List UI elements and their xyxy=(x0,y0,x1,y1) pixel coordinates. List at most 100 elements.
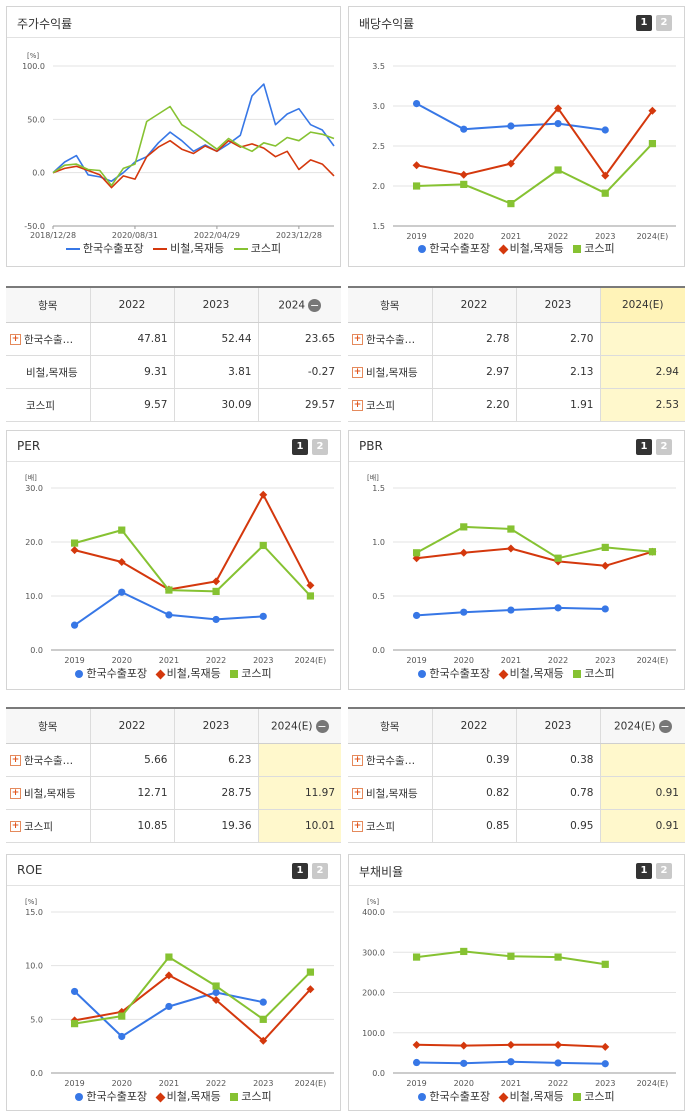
data-point xyxy=(460,125,468,133)
header-year: 2023 xyxy=(515,707,600,744)
legend-item[interactable]: 코스피 xyxy=(573,1088,615,1104)
row-label[interactable]: + 한국수출… xyxy=(6,743,90,777)
row-label[interactable]: + 한국수출… xyxy=(348,743,432,777)
page-2-button[interactable]: 2 xyxy=(312,863,328,879)
collapse-minus-icon[interactable]: − xyxy=(315,719,329,733)
row-label[interactable]: + 코스피 xyxy=(348,809,432,843)
data-point xyxy=(118,1032,126,1041)
row-label[interactable]: + 한국수출… xyxy=(348,322,432,356)
legend-item[interactable]: 한국수출포장 xyxy=(418,665,490,681)
data-point xyxy=(601,561,610,570)
expand-plus-icon[interactable]: + xyxy=(352,334,363,345)
x-tick-label: 2022/04/29 xyxy=(194,231,240,240)
x-tick-label: 2023 xyxy=(595,1079,615,1088)
page-1-button[interactable]: 1 xyxy=(636,439,652,455)
legend-item[interactable]: 한국수출포장 xyxy=(418,240,490,256)
expand-plus-icon[interactable]: + xyxy=(352,821,363,832)
expand-plus-icon[interactable]: + xyxy=(10,821,21,832)
page-1-button[interactable]: 1 xyxy=(292,439,308,455)
legend: 한국수출포장 비철,목재등 코스피 xyxy=(349,1088,684,1104)
data-point xyxy=(259,541,267,550)
axis-unit-label: [%] xyxy=(25,898,37,906)
legend-square-green-icon xyxy=(573,1093,582,1101)
legend-item[interactable]: 한국수출포장 xyxy=(418,1088,490,1104)
expand-plus-icon[interactable]: + xyxy=(352,367,363,378)
data-point xyxy=(554,554,562,562)
collapse-minus-icon[interactable]: − xyxy=(308,298,322,312)
table-header-row: 항목 2022 2023 2024(E) − xyxy=(6,707,341,744)
legend-item[interactable]: 비철,목재등 xyxy=(155,665,221,681)
debt-ratio-chart: [%] 400.0 300.0 200.0 100.0 0.0 2019 2020 2021 20… xyxy=(362,898,676,1088)
stock-return-panel: 주가수익률 [%] 100.0 50.0 0.0 -50.0 2018/12/28 2020… xyxy=(6,6,341,267)
series-line xyxy=(416,525,653,560)
expand-plus-icon[interactable]: + xyxy=(352,755,363,766)
legend-item[interactable]: 코스피 xyxy=(233,240,281,256)
row-label[interactable]: + 코스피 xyxy=(6,809,90,843)
panel-header: ROE 1 2 xyxy=(7,855,340,886)
legend-square-green-icon xyxy=(230,1093,239,1101)
expand-plus-icon[interactable]: + xyxy=(10,755,21,766)
page-2-button[interactable]: 2 xyxy=(312,439,328,455)
data-point xyxy=(601,1060,609,1068)
header-item: 항목 xyxy=(6,707,90,744)
table-cell: 0.38 xyxy=(515,743,600,777)
legend-item[interactable]: 코스피 xyxy=(573,240,615,256)
legend-item[interactable]: 비철,목재등 xyxy=(498,1088,564,1104)
data-point xyxy=(306,968,315,976)
data-point xyxy=(460,608,468,616)
header-year: 2024− xyxy=(257,286,341,323)
header-year: 2022 xyxy=(89,286,174,323)
row-label[interactable]: + 비철,목재등 xyxy=(348,776,432,810)
row-label[interactable]: + 한국수출… xyxy=(6,322,90,356)
expand-plus-icon[interactable]: + xyxy=(352,400,363,411)
data-point xyxy=(118,526,126,534)
page-1-button[interactable]: 1 xyxy=(636,863,652,879)
legend-item[interactable]: 한국수출포장 xyxy=(65,240,144,256)
legend: 한국수출포장 비철,목재등 코스피 xyxy=(7,240,340,256)
legend-item[interactable]: 코스피 xyxy=(573,665,615,681)
table-cell: 0.39 xyxy=(431,743,516,777)
roe-chart: [%] 15.0 10.0 5.0 0.0 2019 2020 2021 2022 2023 202… xyxy=(25,898,334,1088)
header-year: 2023 xyxy=(515,286,600,323)
row-label[interactable]: + 비철,목재등 xyxy=(348,355,432,389)
panel-header: PER 1 2 xyxy=(7,431,340,462)
x-tick-label: 2022 xyxy=(548,232,568,241)
page-2-button[interactable]: 2 xyxy=(656,15,672,31)
expand-plus-icon[interactable]: + xyxy=(352,788,363,799)
data-point xyxy=(412,1058,421,1067)
panel-header: PBR 1 2 xyxy=(349,431,684,462)
expand-plus-icon[interactable]: + xyxy=(10,788,21,799)
page-2-button[interactable]: 2 xyxy=(656,439,672,455)
expand-plus-icon[interactable]: + xyxy=(10,334,21,345)
legend-square-green-icon xyxy=(573,670,582,678)
legend-item[interactable]: 비철,목재등 xyxy=(498,665,564,681)
data-point xyxy=(601,171,610,180)
page-1-button[interactable]: 1 xyxy=(292,863,308,879)
page-2-button[interactable]: 2 xyxy=(656,863,672,879)
legend-item[interactable]: 비철,목재등 xyxy=(155,1088,221,1104)
data-point xyxy=(165,953,173,961)
legend-item[interactable]: 한국수출포장 xyxy=(75,665,147,681)
y-tick-label: 300.0 xyxy=(362,948,385,957)
row-label[interactable]: + 비철,목재등 xyxy=(6,776,90,810)
legend-item[interactable]: 한국수출포장 xyxy=(75,1088,147,1104)
table-cell: 12.71 xyxy=(89,776,174,810)
data-point xyxy=(164,971,173,980)
data-point xyxy=(118,588,126,596)
legend: 한국수출포장 비철,목재등 코스피 xyxy=(349,240,684,256)
legend-item[interactable]: 코스피 xyxy=(230,665,272,681)
legend-item[interactable]: 비철,목재등 xyxy=(153,240,224,256)
table-cell: 9.57 xyxy=(89,388,174,422)
table-header-row: 항목 2022 2023 2024(E) xyxy=(348,286,685,323)
data-point xyxy=(648,106,657,115)
x-tick-label: 2020/08/31 xyxy=(112,231,158,240)
page-1-button[interactable]: 1 xyxy=(636,15,652,31)
series-line xyxy=(52,83,335,182)
legend-item[interactable]: 비철,목재등 xyxy=(498,240,564,256)
table-cell: 0.91 xyxy=(599,809,685,843)
table-cell: 6.23 xyxy=(173,743,258,777)
table-cell: 9.31 xyxy=(89,355,174,389)
row-label[interactable]: + 코스피 xyxy=(348,388,432,422)
collapse-minus-icon[interactable]: − xyxy=(658,719,672,733)
legend-item[interactable]: 코스피 xyxy=(230,1088,272,1104)
